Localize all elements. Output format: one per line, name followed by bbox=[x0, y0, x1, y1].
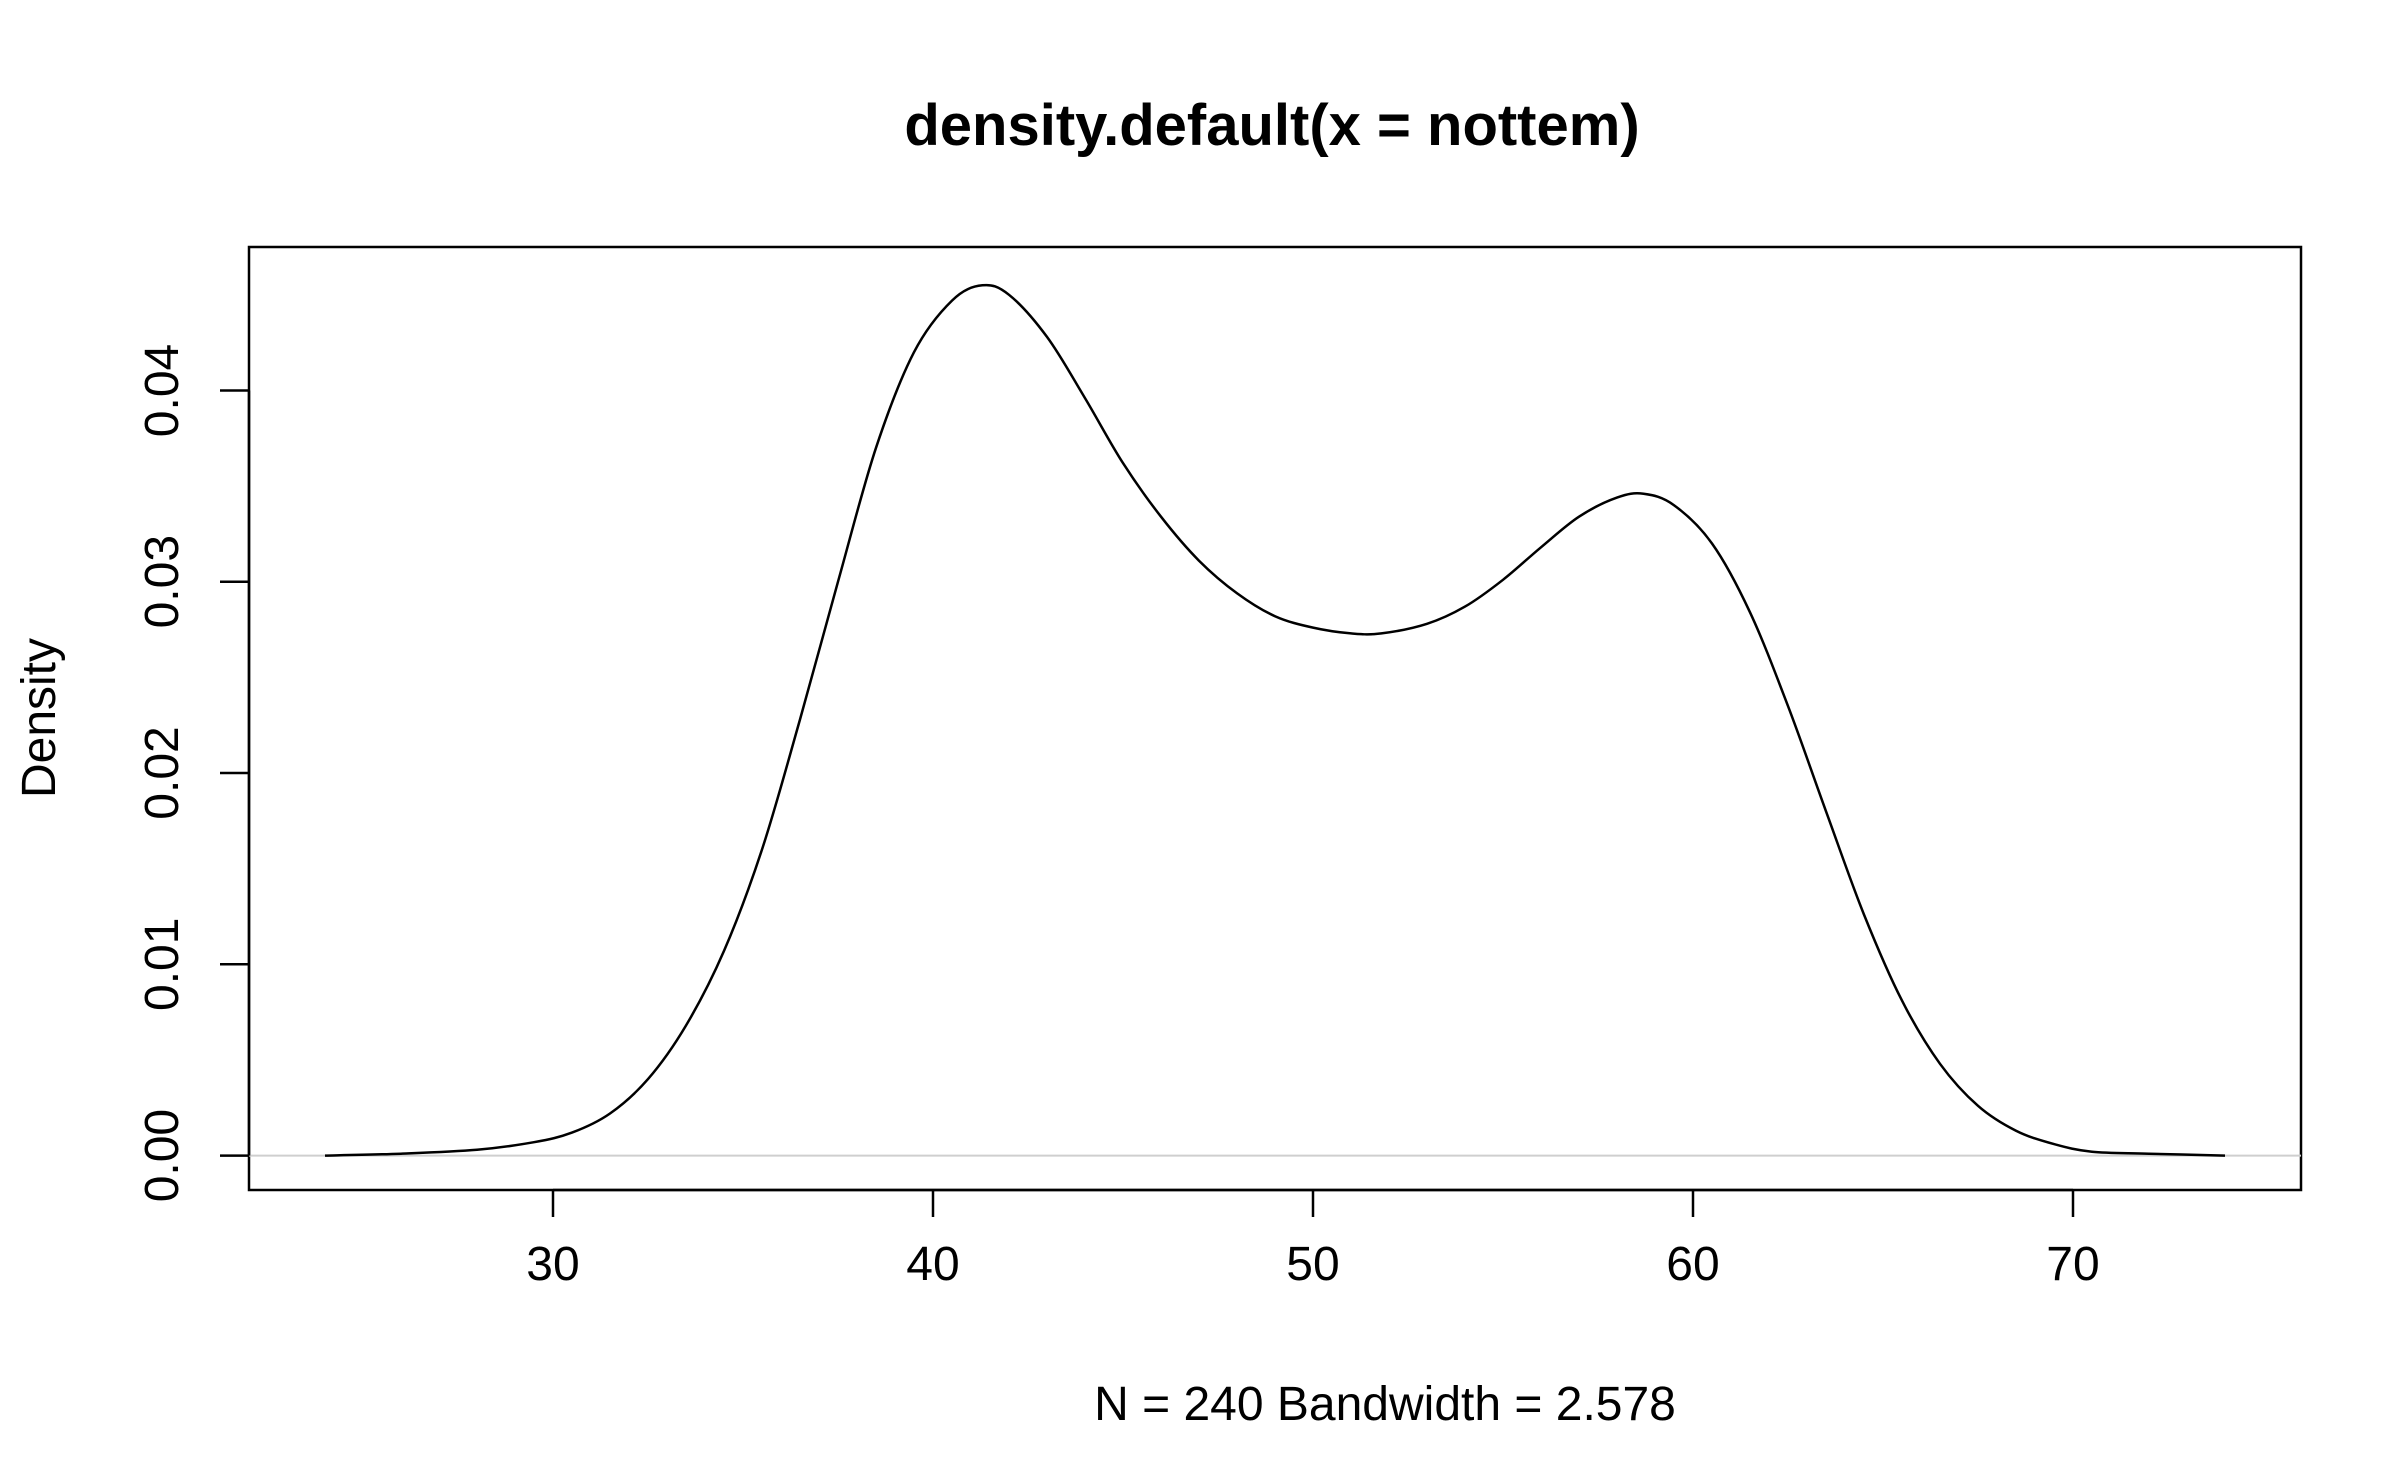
density-curve bbox=[324, 283, 2226, 1157]
y-tick-label: 0.02 bbox=[136, 726, 189, 819]
plot-frame bbox=[247, 245, 2303, 1192]
x-tick-label: 50 bbox=[1286, 1238, 1339, 1291]
y-axis-label: Density bbox=[13, 638, 66, 798]
y-axis: 0.00 0.01 0.02 0.03 0.04 bbox=[136, 344, 251, 1202]
x-axis-label: N = 240 Bandwidth = 2.578 bbox=[1094, 1378, 1676, 1431]
y-tick-label: 0.01 bbox=[136, 918, 189, 1011]
x-tick-label: 30 bbox=[526, 1238, 579, 1291]
y-tick-label: 0.03 bbox=[136, 535, 189, 628]
chart-title: density.default(x = nottem) bbox=[904, 93, 1639, 158]
y-tick-label: 0.04 bbox=[136, 344, 189, 437]
x-axis: 30 40 50 60 70 bbox=[526, 1188, 2100, 1291]
x-tick-label: 60 bbox=[1666, 1238, 1719, 1291]
y-tick-label: 0.00 bbox=[136, 1109, 189, 1202]
x-tick-label: 40 bbox=[906, 1238, 959, 1291]
x-tick-label: 70 bbox=[2046, 1238, 2099, 1291]
